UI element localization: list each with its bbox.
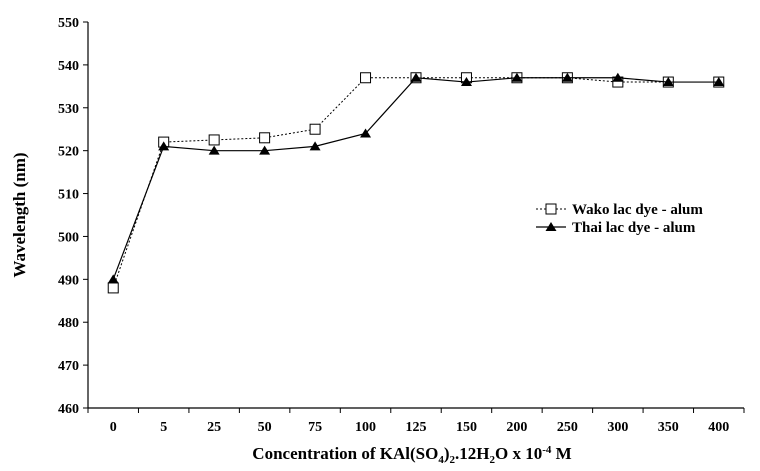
data-point-filled-triangle [561, 72, 573, 82]
data-point-filled-triangle [662, 77, 674, 87]
y-tick-label: 520 [58, 145, 79, 160]
series-line-0 [112, 77, 719, 289]
y-tick-label: 490 [58, 273, 79, 288]
legend-marker-filled-triangle [545, 222, 557, 231]
y-tick-label: 480 [58, 316, 79, 331]
x-tick-label: 0 [110, 420, 117, 435]
data-point-filled-triangle [259, 145, 271, 155]
x-tick-label: 300 [607, 420, 628, 435]
y-tick-label: 460 [58, 402, 79, 417]
data-point-filled-triangle [158, 141, 170, 151]
legend-label-thai: Thai lac dye - alum [572, 220, 696, 236]
legend-label-wako: Wako lac dye - alum [572, 202, 703, 218]
x-tick-label: 50 [258, 420, 272, 435]
data-point-filled-triangle [460, 77, 472, 87]
y-axis-title: Wavelength (nm) [10, 152, 29, 277]
x-axis-title: Concentration of KAl(SO4)2.12H2O x 10-4 … [252, 444, 571, 466]
data-point-open-square [208, 134, 220, 146]
x-tick-label: 75 [308, 420, 322, 435]
data-point-filled-triangle [360, 128, 372, 138]
x-tick-label: 200 [506, 420, 527, 435]
y-tick-label: 550 [58, 16, 79, 31]
x-tick-label: 250 [557, 420, 578, 435]
y-tick-label: 530 [58, 102, 79, 117]
y-ticks: 460 470 480 490 500 510 520 530 540 550 [58, 16, 88, 417]
x-tick-label: 150 [456, 420, 477, 435]
x-tick-label: 100 [355, 420, 376, 435]
data-point-filled-triangle [410, 72, 422, 82]
legend-item-wako: Wako lac dye - alum [536, 202, 703, 218]
axes [87, 22, 744, 409]
legend: Wako lac dye - alum Thai lac dye - alum [536, 202, 703, 236]
y-tick-label: 470 [58, 359, 79, 374]
x-tick-label: 125 [406, 420, 427, 435]
data-point-open-square [360, 72, 372, 84]
x-tick-label: 25 [207, 420, 221, 435]
data-point-filled-triangle [612, 72, 624, 82]
x-tick-label: 5 [160, 420, 167, 435]
series-group [107, 72, 725, 294]
y-tick-label: 500 [58, 230, 79, 245]
legend-marker-open-square [545, 203, 557, 215]
data-point-filled-triangle [107, 274, 119, 284]
data-point-open-square [309, 123, 321, 135]
x-tick-label: 400 [708, 420, 729, 435]
legend-item-thai: Thai lac dye - alum [536, 220, 696, 236]
y-tick-label: 540 [58, 59, 79, 74]
data-point-filled-triangle [713, 77, 725, 87]
data-point-open-square [259, 132, 271, 144]
data-point-open-square [107, 282, 119, 294]
data-point-filled-triangle [309, 141, 321, 151]
data-point-filled-triangle [511, 72, 523, 82]
series-line-1 [112, 77, 719, 280]
x-ticks: 0 5 25 50 75 100 125 150 200 250 300 350 400 [87, 408, 745, 435]
x-tick-label: 350 [658, 420, 679, 435]
data-point-filled-triangle [208, 145, 220, 155]
y-tick-label: 510 [58, 188, 79, 203]
